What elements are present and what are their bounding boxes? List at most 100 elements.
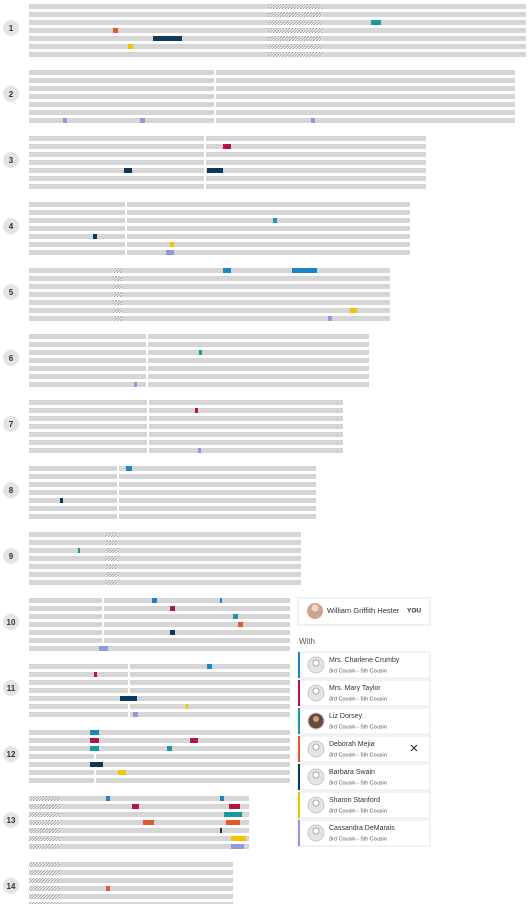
match-segment (166, 250, 174, 255)
chromosome-bar (29, 638, 290, 643)
centromere-hatch (29, 836, 60, 841)
centromere-gap (146, 382, 148, 387)
match-segment (223, 144, 231, 149)
centromere-hatch (106, 540, 118, 545)
centromere-hatch (29, 886, 60, 891)
centromere-gap (146, 374, 148, 379)
match-segment (238, 622, 243, 627)
chromosome-bar (29, 738, 290, 743)
chromosome-bar (29, 292, 390, 297)
match-segment (124, 168, 132, 173)
centromere-gap (128, 672, 130, 677)
chromosome-bar (29, 862, 233, 867)
chromosome-bar (29, 176, 426, 181)
centromere-gap (147, 440, 149, 445)
match-segment (220, 828, 222, 833)
chromosome-badge (3, 20, 19, 36)
chromosome-badge (3, 878, 19, 894)
chromosome-bar (29, 548, 301, 553)
chromosome-bar (29, 564, 301, 569)
chromosome-bar (29, 540, 301, 545)
chromosome-bar (29, 704, 290, 709)
match-segment (152, 598, 157, 603)
chromosome-bar (29, 490, 316, 495)
centromere-hatch (29, 804, 60, 809)
match-name: Mrs. Charlene Crumby (329, 657, 400, 664)
centromere-hatch (106, 564, 118, 569)
remove-button[interactable] (410, 744, 418, 752)
chromosome-bar (29, 308, 390, 313)
match-segment (106, 796, 110, 801)
match-segment (328, 316, 332, 321)
chromosome-bar (29, 168, 426, 173)
match-color (298, 820, 300, 846)
chromosome-bar (29, 226, 410, 231)
chromosome-bar (29, 828, 249, 833)
chromosome-badge (3, 218, 19, 234)
chromosome-bar (29, 614, 290, 619)
centromere-gap (117, 466, 119, 471)
match-relationship: 3rd Cousin - 5th Cousin (329, 780, 387, 786)
centromere-gap (214, 102, 216, 107)
chromosome-bar (29, 688, 290, 693)
chromosome-label: 2 (9, 90, 14, 99)
match-segment (195, 408, 198, 413)
chromosome-bar (29, 276, 390, 281)
match-color (298, 708, 300, 734)
chromosome-bar (29, 210, 410, 215)
centromere-hatch (29, 828, 60, 833)
centromere-gap (146, 350, 148, 355)
match-segment (226, 820, 240, 825)
match-segment (93, 234, 97, 239)
chromosome-bar (29, 202, 410, 207)
match-segment (190, 738, 198, 743)
chromosome-bar (29, 234, 410, 239)
chromosome-label: 3 (9, 156, 14, 165)
match-avatar-head (312, 687, 320, 695)
centromere-gap (147, 448, 149, 453)
chromosome-bar (29, 432, 343, 437)
chromosome-bar (29, 474, 316, 479)
chromosome-bar (29, 284, 390, 289)
chromosome-bar (29, 664, 290, 669)
match-segment (90, 762, 103, 767)
chromosome-label: 12 (7, 750, 16, 759)
match-color (298, 680, 300, 706)
centromere-hatch (106, 580, 118, 585)
chromosome-bar (29, 358, 369, 363)
centromere-hatch (113, 292, 122, 297)
chromosome-bar (29, 506, 316, 511)
centromere-gap (102, 606, 104, 611)
centromere-gap (94, 754, 96, 759)
match-segment (113, 28, 118, 33)
centromere-gap (117, 474, 119, 479)
chromosome-bar (29, 696, 290, 701)
match-segment (170, 606, 175, 611)
chromosome-bar (29, 532, 301, 537)
chromosome-bar (29, 400, 343, 405)
chromosome-bar (29, 416, 343, 421)
centromere-hatch (29, 894, 60, 899)
centromere-gap (214, 118, 216, 123)
user-tag: YOU (407, 608, 421, 615)
chromosome-bar (29, 886, 233, 891)
chromosome-bar (29, 498, 316, 503)
centromere-gap (102, 598, 104, 603)
match-segment (90, 746, 99, 751)
centromere-hatch (29, 844, 60, 849)
match-segment (143, 820, 154, 825)
centromere-gap (94, 778, 96, 783)
centromere-gap (214, 86, 216, 91)
chromosome-badge (3, 416, 19, 432)
match-relationship: 3rd Cousin - 5th Cousin (329, 696, 387, 702)
centromere-hatch (268, 4, 322, 9)
centromere-hatch (29, 796, 60, 801)
chromosome-bar (29, 606, 290, 611)
chromosome-bar (29, 334, 369, 339)
centromere-gap (117, 498, 119, 503)
centromere-gap (125, 218, 127, 223)
match-color (298, 792, 300, 818)
match-segment (118, 770, 126, 775)
chromosome-bar (29, 250, 410, 255)
